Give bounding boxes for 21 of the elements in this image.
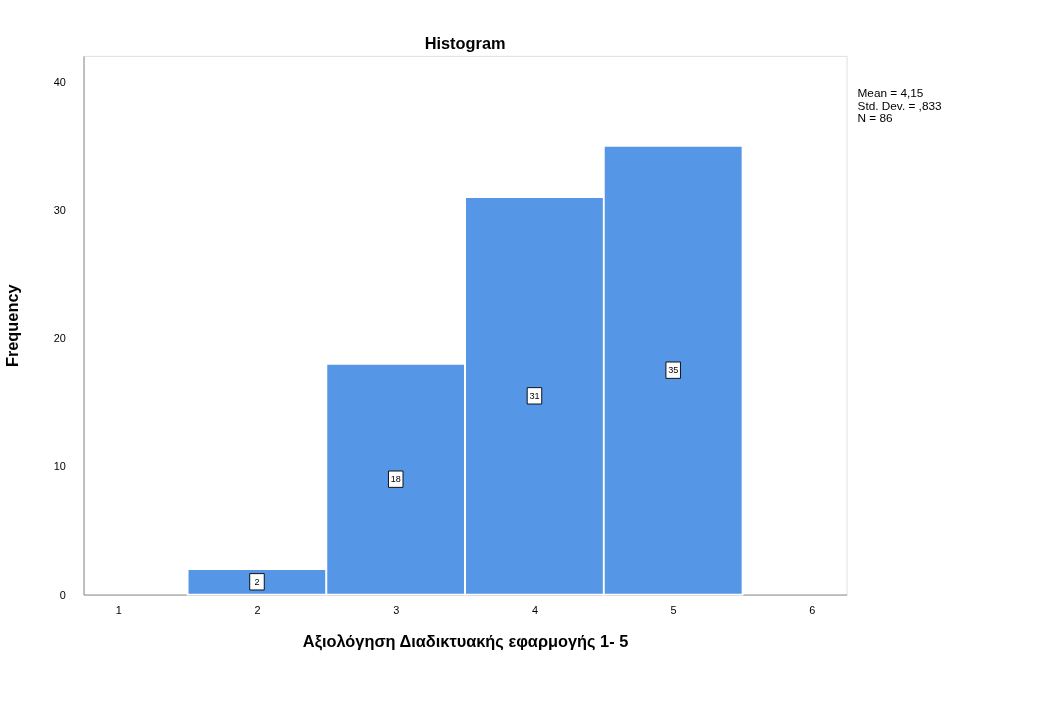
x-tick-label: 6 — [809, 604, 816, 617]
y-tick-label: 30 — [53, 203, 66, 216]
data-label: 2 — [254, 576, 260, 587]
y-tick-label: 40 — [53, 75, 66, 88]
x-tick-label: 1 — [115, 604, 122, 617]
x-axis-title: Αξιολόγηση Διαδικτυακής εφαρμογής 1- 5 — [302, 631, 629, 651]
x-tick-label: 4 — [531, 604, 538, 617]
data-label: 18 — [390, 473, 401, 484]
text: N = 86 — [857, 111, 894, 126]
y-axis-title: Frequency — [3, 284, 22, 368]
x-tick-label: 2 — [254, 604, 261, 617]
x-tick-label: 3 — [393, 604, 400, 617]
text: Mean = 4,15 — [857, 85, 924, 100]
chart-title: Histogram — [424, 33, 506, 52]
y-tick-label: 10 — [53, 460, 66, 473]
text: Std. Dev. = ,833 — [857, 98, 942, 113]
data-label: 31 — [529, 390, 540, 401]
y-tick-label: 20 — [53, 332, 66, 345]
data-label: 35 — [668, 364, 679, 375]
x-tick-label: 5 — [670, 604, 677, 617]
y-tick-label: 0 — [59, 588, 66, 601]
